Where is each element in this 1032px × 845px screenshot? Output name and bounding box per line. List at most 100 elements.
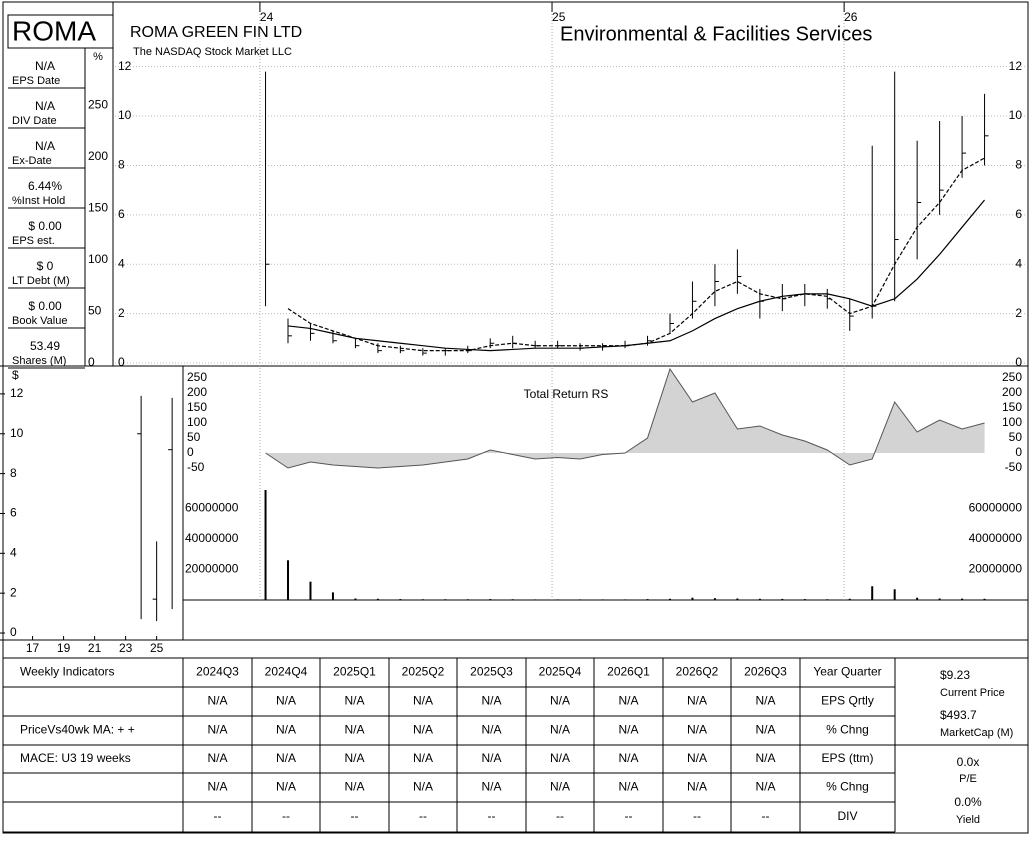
y2-tick-label: 100 bbox=[88, 252, 108, 266]
y-tick-label: 250 bbox=[1002, 370, 1022, 384]
table-cell: 2024Q4 bbox=[265, 665, 308, 679]
y-tick-label: 8 bbox=[10, 466, 17, 480]
volume-bar bbox=[444, 599, 447, 600]
table-cell: 2025Q2 bbox=[402, 665, 445, 679]
y-tick-label: 4 bbox=[1015, 256, 1022, 270]
volume-bar bbox=[983, 598, 986, 600]
volume-bar bbox=[916, 597, 919, 600]
x-tick-label: 17 bbox=[26, 641, 40, 655]
y-tick-label: 2 bbox=[1015, 306, 1022, 320]
x-tick-label: 25 bbox=[552, 10, 566, 24]
table-cell: -- bbox=[488, 809, 496, 823]
y-tick-label: 2 bbox=[118, 306, 125, 320]
company: ROMA GREEN FIN LTD bbox=[130, 24, 302, 41]
y-tick-label: 12 bbox=[10, 386, 24, 400]
y-tick-label: 0 bbox=[118, 355, 125, 369]
volume-bar bbox=[309, 581, 312, 600]
table-cell: N/A bbox=[481, 723, 501, 737]
volume-bar bbox=[264, 490, 267, 600]
table-cell: 2026Q2 bbox=[676, 665, 719, 679]
volume-bar bbox=[758, 598, 761, 600]
y-tick-label: 12 bbox=[118, 59, 132, 73]
y2-tick-label: 200 bbox=[88, 149, 108, 163]
ma40-line bbox=[287, 199, 986, 352]
y-tick-label: 12 bbox=[1009, 59, 1023, 73]
table-cell: Year Quarter bbox=[813, 665, 881, 679]
y-tick-label: 0 bbox=[10, 625, 17, 639]
stat-label: DIV Date bbox=[12, 115, 57, 127]
volume-bar bbox=[399, 599, 402, 600]
y-tick-label: 0 bbox=[1015, 445, 1022, 459]
table-cell: -- bbox=[282, 809, 290, 823]
table-cell: N/A bbox=[276, 780, 296, 794]
volume-bar bbox=[421, 599, 424, 600]
table-cell: 2025Q4 bbox=[539, 665, 582, 679]
table-cell: 2025Q3 bbox=[470, 665, 513, 679]
volume-bar bbox=[489, 599, 492, 600]
stat-label: Ex-Date bbox=[12, 155, 52, 167]
summary-value: 0.0x bbox=[957, 755, 980, 769]
y2-tick-label: 150 bbox=[88, 200, 108, 214]
table-cell: N/A bbox=[207, 723, 227, 737]
table-cell: N/A bbox=[755, 751, 775, 765]
table-cell: N/A bbox=[413, 780, 433, 794]
y-tick-label: 10 bbox=[1009, 108, 1023, 122]
industry: Environmental & Facilities Services bbox=[560, 23, 872, 45]
rs-line bbox=[265, 367, 985, 469]
volume-bar bbox=[803, 599, 806, 600]
stat-label: EPS Date bbox=[12, 75, 60, 87]
volume-bar bbox=[713, 598, 716, 600]
y-tick-label: -50 bbox=[1005, 460, 1023, 474]
table-cell: PriceVs40wk MA: + + bbox=[20, 723, 135, 737]
y-tick-label: 0 bbox=[187, 445, 194, 459]
table-cell: -- bbox=[556, 809, 564, 823]
table-cell: N/A bbox=[550, 780, 570, 794]
y-tick-label: 200 bbox=[1002, 385, 1022, 399]
table-cell: N/A bbox=[207, 694, 227, 708]
table-cell: N/A bbox=[276, 694, 296, 708]
volume-bar bbox=[938, 598, 941, 600]
y-tick-label: 6 bbox=[118, 207, 125, 221]
table-cell: 2026Q3 bbox=[744, 665, 787, 679]
table-cell: N/A bbox=[207, 751, 227, 765]
table-cell: -- bbox=[351, 809, 359, 823]
y-tick-label: 60000000 bbox=[185, 501, 239, 515]
stat-value: N/A bbox=[35, 99, 55, 113]
y-tick-label: 6 bbox=[10, 506, 17, 520]
volume-bar bbox=[466, 599, 469, 600]
table-cell: N/A bbox=[344, 694, 364, 708]
table-cell: % Chng bbox=[826, 723, 869, 737]
table-cell: N/A bbox=[755, 694, 775, 708]
y-tick-label: 10 bbox=[10, 426, 24, 440]
volume-bar bbox=[871, 586, 874, 600]
volume-bar bbox=[534, 599, 537, 600]
y-tick-label: 4 bbox=[10, 545, 17, 559]
y2-tick-label: 0 bbox=[88, 355, 95, 369]
table-cell: N/A bbox=[276, 751, 296, 765]
y-tick-label: 50 bbox=[1009, 430, 1023, 444]
table-cell: 2026Q1 bbox=[607, 665, 650, 679]
volume-bar bbox=[556, 599, 559, 600]
ma10-line bbox=[287, 157, 985, 352]
table-cell: N/A bbox=[550, 723, 570, 737]
stat-value: $ 0.00 bbox=[28, 299, 62, 313]
table-cell: Weekly Indicators bbox=[20, 665, 114, 679]
summary-value: $9.23 bbox=[940, 668, 970, 682]
volume-bar bbox=[376, 598, 379, 600]
table-cell: EPS (ttm) bbox=[821, 751, 873, 765]
table-cell: N/A bbox=[413, 751, 433, 765]
table-cell: MACE: U3 19 weeks bbox=[20, 751, 131, 765]
y-tick-label: 20000000 bbox=[185, 562, 239, 576]
volume-bar bbox=[579, 599, 582, 600]
table-cell: EPS Qrtly bbox=[821, 694, 874, 708]
ticker: ROMA bbox=[12, 15, 96, 46]
stat-value: $ 0 bbox=[37, 259, 54, 273]
y-axis-label: $ bbox=[12, 368, 19, 382]
exchange: The NASDAQ Stock Market LLC bbox=[133, 46, 292, 58]
stat-value: 6.44% bbox=[28, 179, 62, 193]
table-cell: 2025Q1 bbox=[333, 665, 376, 679]
y-tick-label: 100 bbox=[1002, 415, 1022, 429]
table-cell: N/A bbox=[687, 723, 707, 737]
table-cell: N/A bbox=[550, 694, 570, 708]
